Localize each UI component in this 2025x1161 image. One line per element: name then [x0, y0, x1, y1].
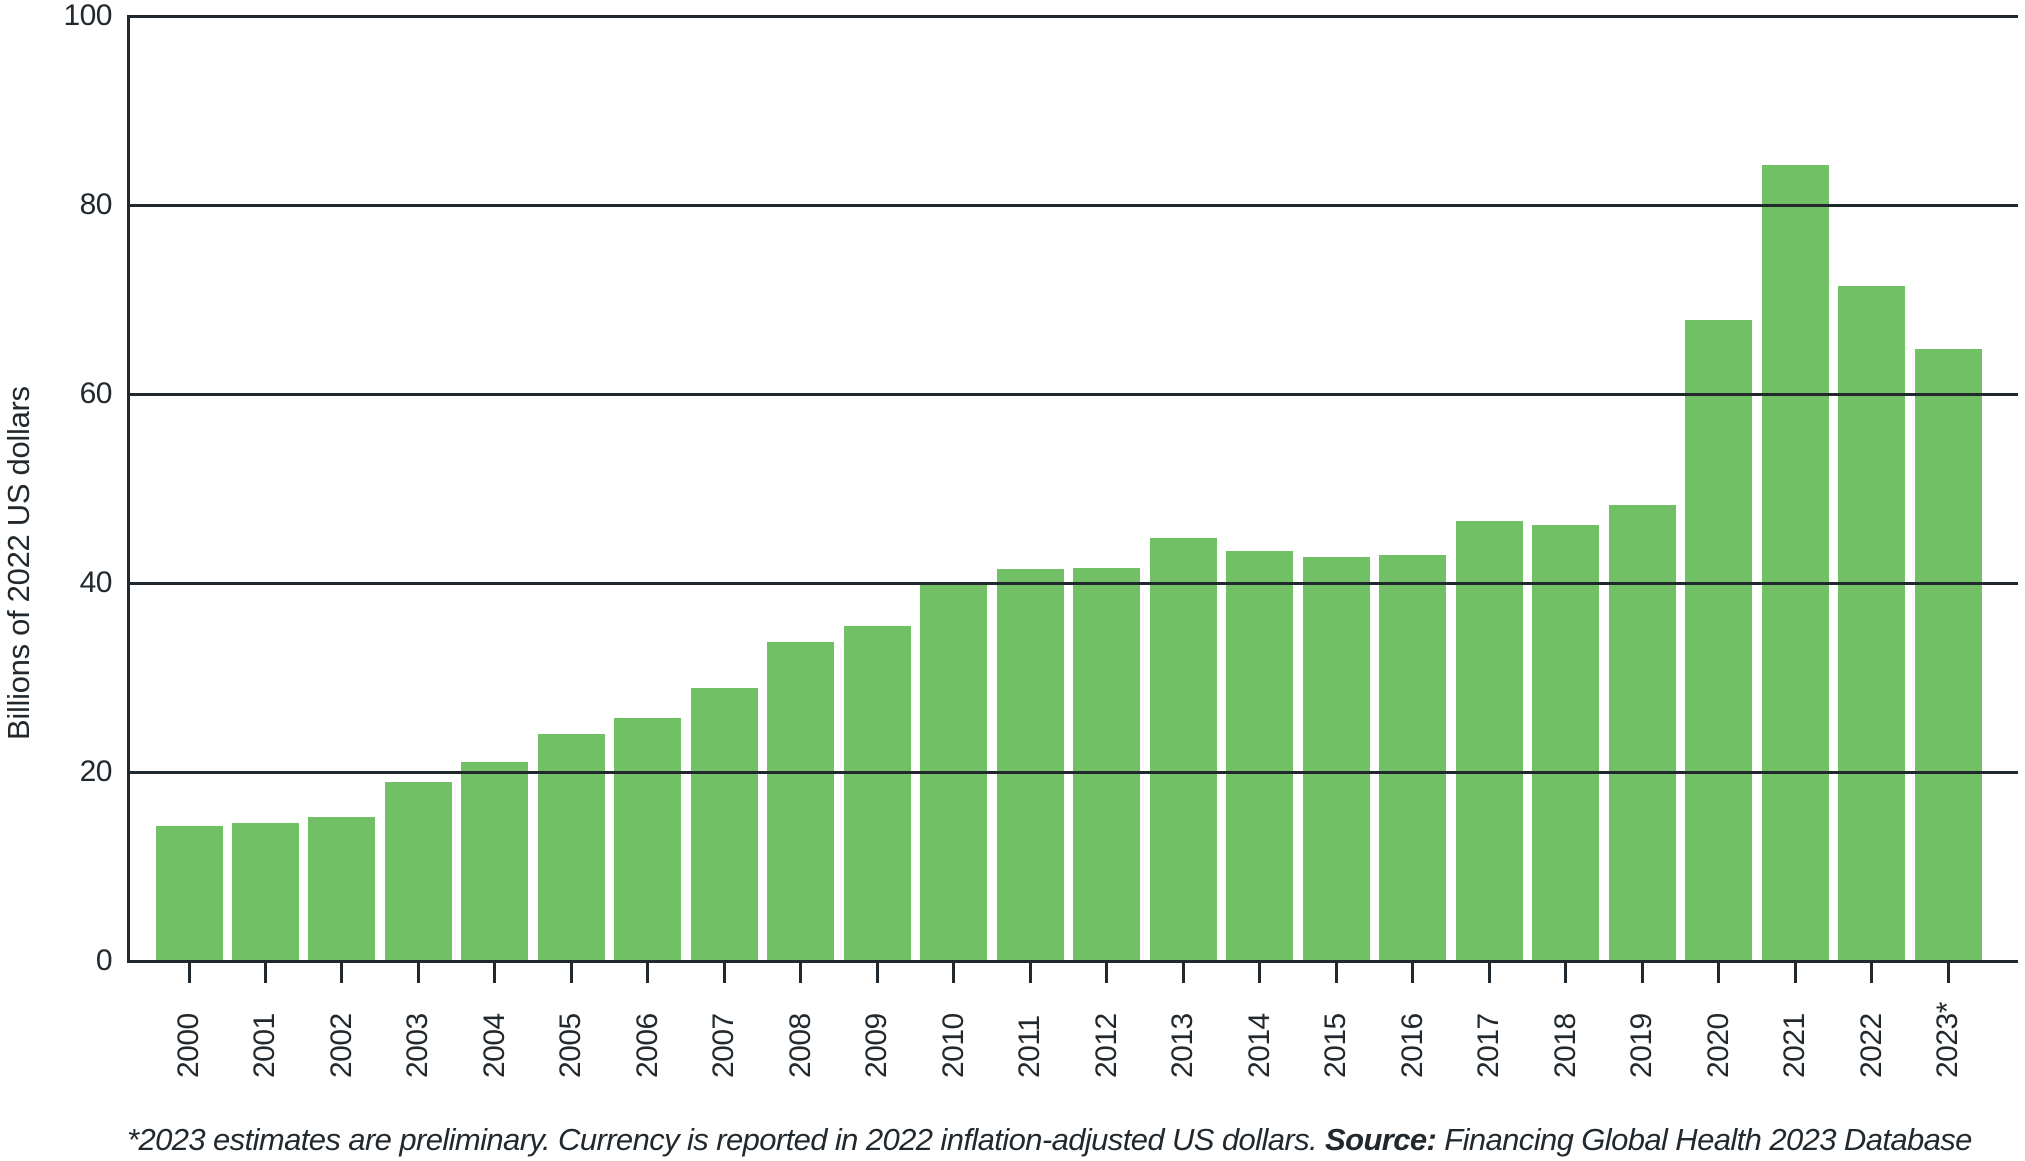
- x-tick-label: 2016: [1395, 1013, 1429, 1078]
- x-tick: [875, 961, 879, 983]
- bar-2007: [690, 687, 758, 961]
- bar-2001: [231, 823, 299, 961]
- bar-2004: [461, 761, 529, 961]
- x-tick: [1946, 961, 1950, 983]
- x-tick: [1793, 961, 1797, 983]
- bar-2016: [1379, 554, 1447, 961]
- bar-2022: [1838, 286, 1906, 961]
- x-tick: [1258, 961, 1262, 983]
- bar-2021: [1761, 165, 1829, 961]
- x-tick-label: 2021: [1778, 1013, 1812, 1078]
- x-tick-label: 2017: [1472, 1013, 1506, 1078]
- x-tick: [1487, 961, 1491, 983]
- footnote-source-label: Source:: [1325, 1122, 1437, 1157]
- bar-2020: [1685, 320, 1753, 961]
- bar-2006: [614, 718, 682, 961]
- x-tick-label: 2022: [1854, 1013, 1888, 1078]
- x-tick-label: 2001: [248, 1013, 282, 1078]
- x-tick-label: 2020: [1701, 1013, 1735, 1078]
- bar-2017: [1455, 520, 1523, 961]
- x-tick: [799, 961, 803, 983]
- bar-2013: [1149, 537, 1217, 961]
- bar-2015: [1302, 557, 1370, 961]
- x-tick-label: 2014: [1242, 1013, 1276, 1078]
- x-tick-label: 2000: [172, 1013, 205, 1078]
- x-tick-label: 2012: [1089, 1013, 1123, 1078]
- bar-2003: [384, 782, 452, 961]
- x-tick: [1870, 961, 1874, 983]
- x-tick-label: 2023*: [1931, 1002, 1965, 1078]
- plot-area: [127, 16, 2018, 961]
- y-axis-title: Billions of 2022 US dollars: [1, 386, 36, 740]
- x-tick-label: 2005: [554, 1013, 588, 1078]
- x-tick-label: 2013: [1166, 1013, 1200, 1078]
- x-tick: [1028, 961, 1032, 983]
- bar-2019: [1608, 504, 1676, 961]
- x-axis-line: [127, 959, 2018, 963]
- x-tick: [1564, 961, 1568, 983]
- y-axis-line: [127, 16, 130, 961]
- bar-2023: [1914, 348, 1982, 961]
- gridline-y80: [127, 203, 2018, 207]
- bar-2008: [767, 641, 835, 961]
- x-tick-label: 2004: [477, 1013, 511, 1078]
- gridline-y100: [127, 14, 2018, 18]
- x-tick: [646, 961, 650, 983]
- bar-2014: [1226, 550, 1294, 961]
- x-tick: [1181, 961, 1185, 983]
- bar-2005: [537, 734, 605, 961]
- gridline-y40: [127, 581, 2018, 585]
- x-tick-label: 2019: [1625, 1013, 1659, 1078]
- bar-2012: [1073, 567, 1141, 961]
- y-tick-label: 80: [79, 188, 113, 221]
- x-tick-label: 2006: [630, 1013, 664, 1078]
- x-tick: [187, 961, 191, 983]
- x-tick: [952, 961, 956, 983]
- x-tick: [340, 961, 344, 983]
- y-tick-label: 40: [79, 566, 113, 599]
- footnote-text: *2023 estimates are preliminary. Currenc…: [127, 1122, 1326, 1157]
- chart-footnote: *2023 estimates are preliminary. Currenc…: [127, 1122, 1972, 1158]
- x-tick-label: 2002: [324, 1013, 358, 1078]
- bar-2011: [996, 568, 1064, 961]
- x-tick: [1105, 961, 1109, 983]
- x-tick: [1411, 961, 1415, 983]
- y-tick-label: 60: [79, 377, 113, 410]
- x-tick-label: 2003: [401, 1013, 435, 1078]
- x-tick-label: 2010: [936, 1013, 970, 1078]
- x-tick: [1334, 961, 1338, 983]
- gridline-y60: [127, 392, 2018, 396]
- x-tick: [493, 961, 497, 983]
- x-tick: [722, 961, 726, 983]
- x-tick-label: 2018: [1548, 1013, 1582, 1078]
- x-tick: [263, 961, 267, 983]
- footnote-source-text: Financing Global Health 2023 Database: [1436, 1122, 1972, 1157]
- bar-2002: [308, 817, 376, 961]
- bar-2018: [1532, 525, 1600, 961]
- y-tick-label: 0: [95, 944, 113, 977]
- y-tick-label: 20: [79, 755, 113, 788]
- bar-2000: [155, 825, 223, 961]
- x-tick-label: 2009: [860, 1013, 894, 1078]
- bar-2009: [843, 626, 911, 961]
- x-tick: [569, 961, 573, 983]
- x-tick-label: 2015: [1319, 1013, 1353, 1078]
- x-tick: [1640, 961, 1644, 983]
- x-tick: [416, 961, 420, 983]
- x-tick-label: 2008: [783, 1013, 817, 1078]
- gridline-y20: [127, 770, 2018, 774]
- y-tick-label: 100: [63, 0, 112, 32]
- x-tick: [1717, 961, 1721, 983]
- x-tick-label: 2011: [1013, 1015, 1047, 1078]
- x-tick-label: 2007: [707, 1013, 741, 1078]
